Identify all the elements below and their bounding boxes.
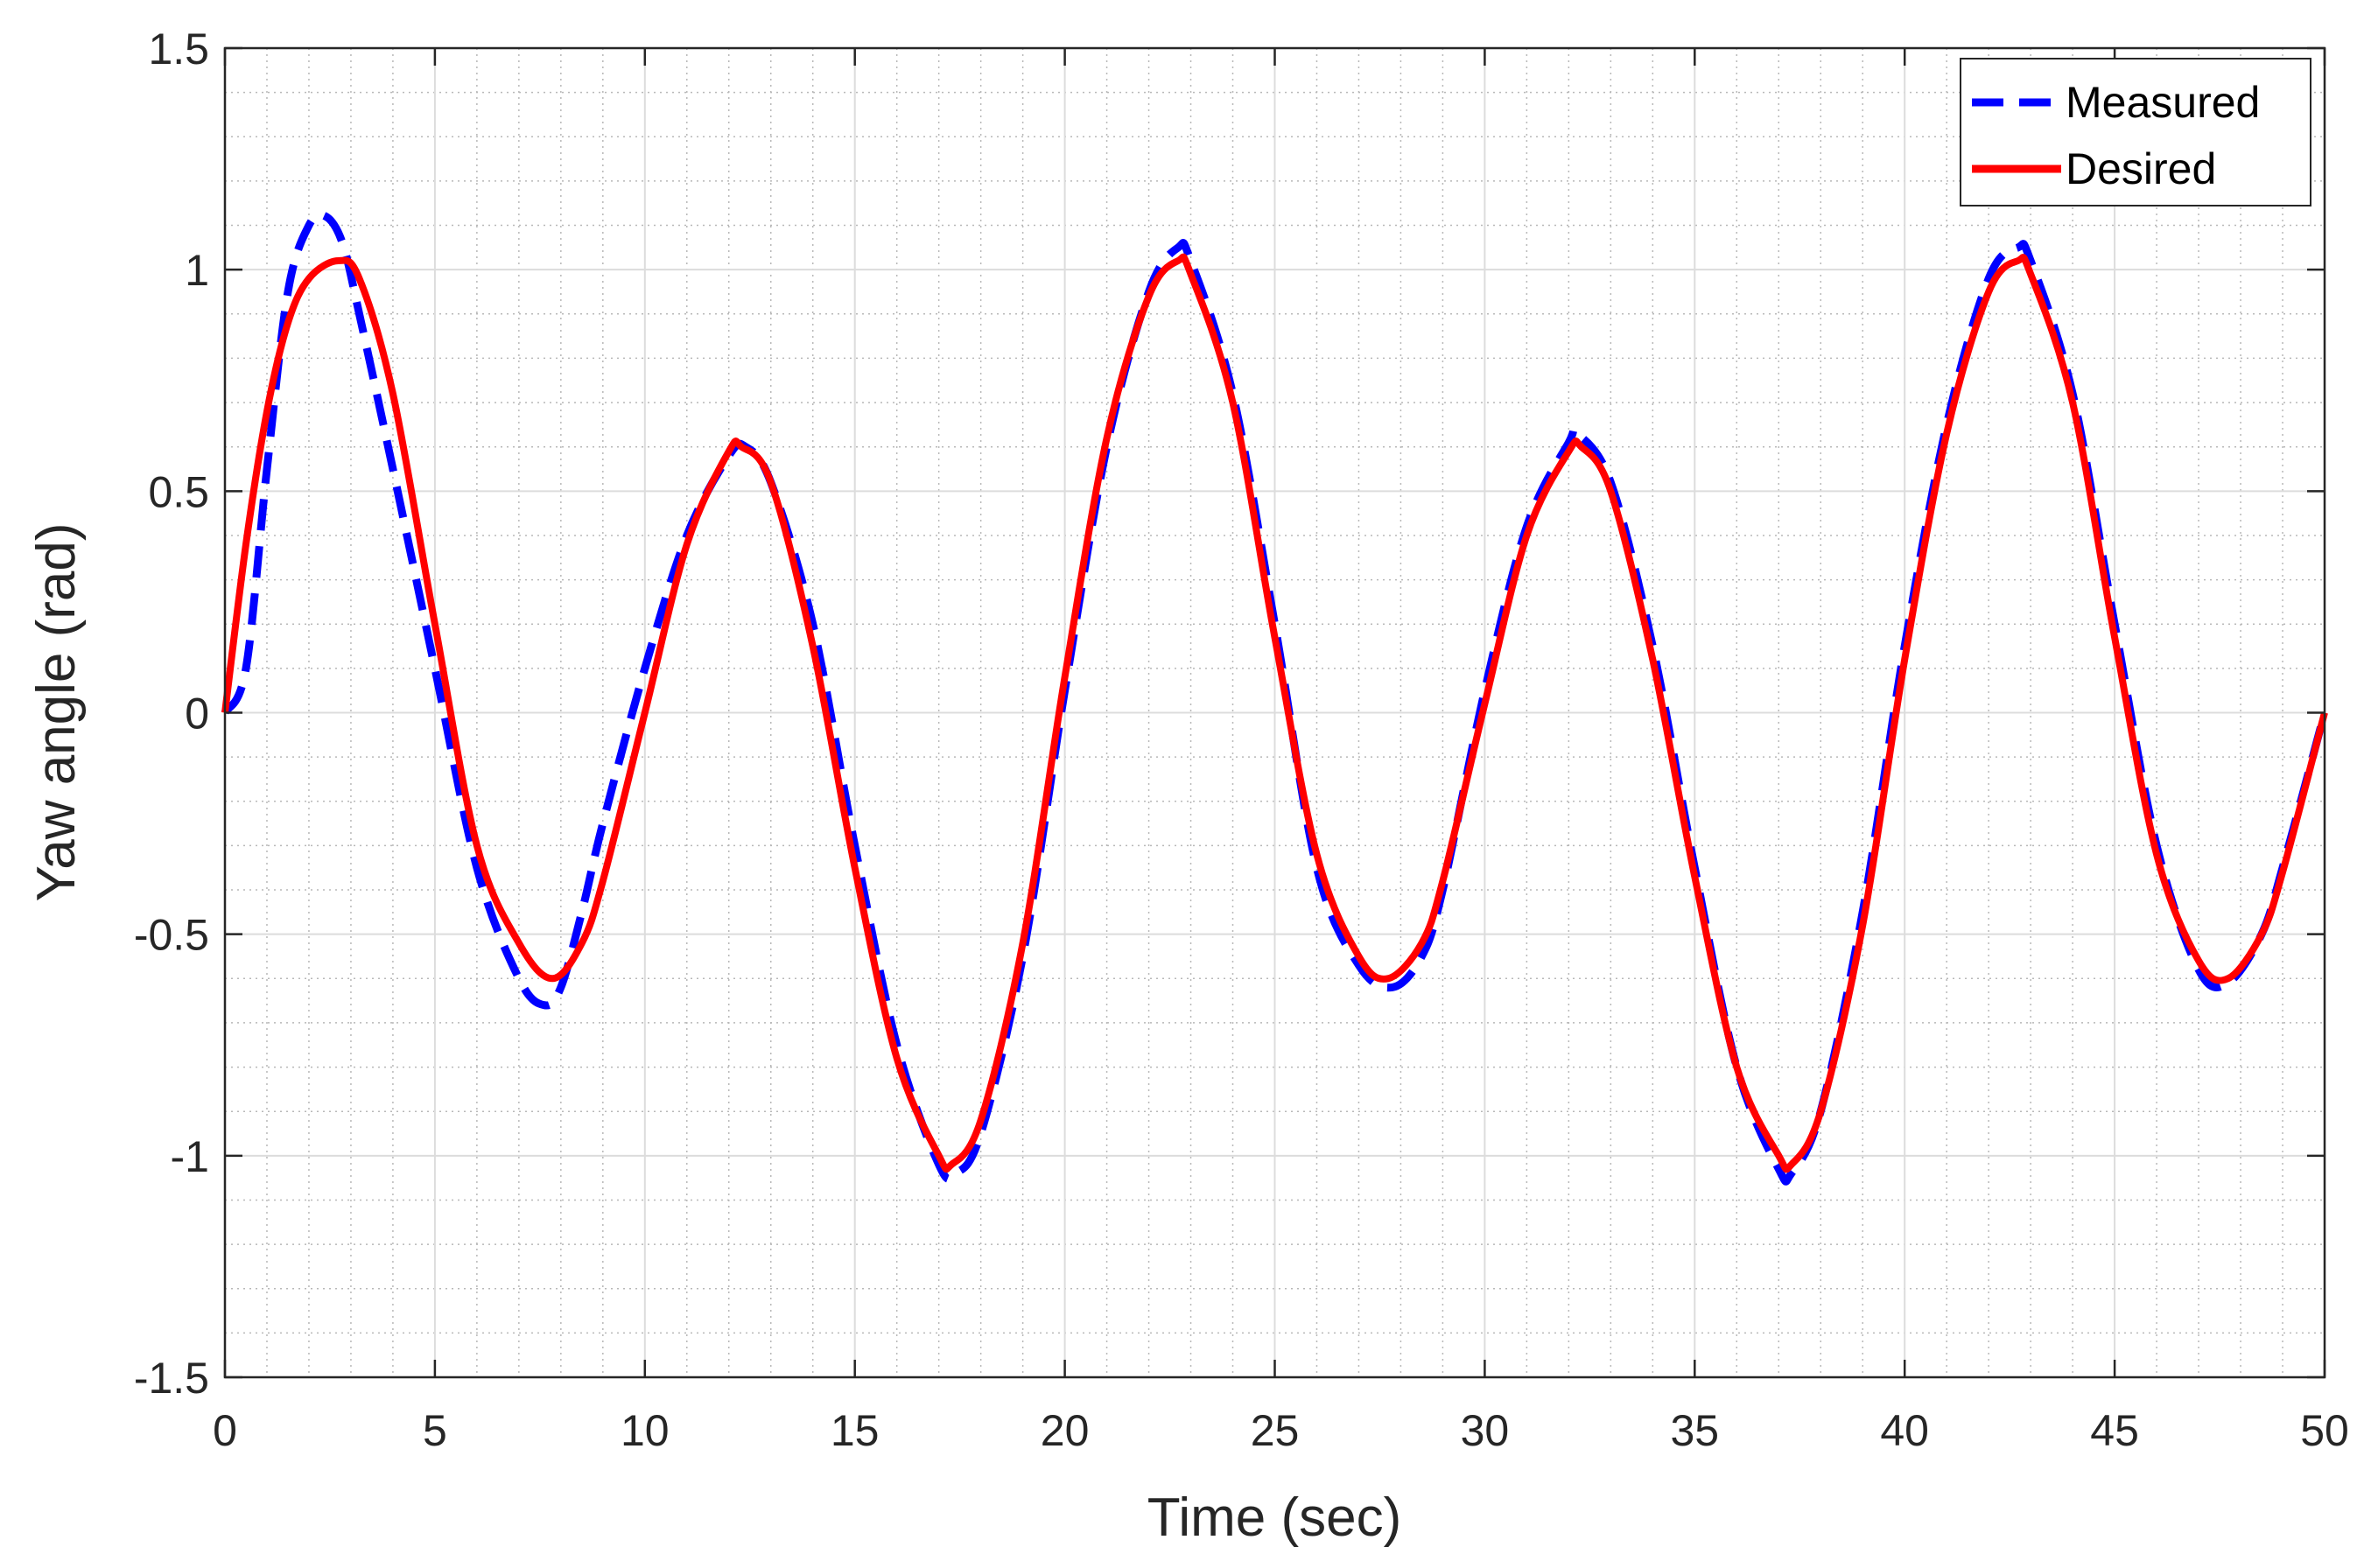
- y-tick-label: 1.5: [148, 24, 209, 74]
- x-tick-labels: 0 5 10 15 20 25 30 35 40 45 50: [213, 1406, 2349, 1455]
- tick-marks: [223, 46, 2326, 1379]
- y-tick-label: 0: [185, 690, 209, 738]
- y-tick-label: -1.5: [134, 1354, 209, 1403]
- legend-label-desired: Desired: [2066, 144, 2216, 193]
- series-line-desired: [221, 253, 2328, 1173]
- x-tick-label: 30: [1461, 1406, 1510, 1455]
- y-tick-label: 1: [185, 246, 209, 295]
- x-tick-label: 10: [621, 1406, 670, 1455]
- x-tick-label: 40: [1880, 1406, 1929, 1455]
- x-tick-label: 50: [2300, 1406, 2349, 1455]
- x-tick-label: 20: [1041, 1406, 1090, 1455]
- x-tick-label: 25: [1251, 1406, 1300, 1455]
- y-axis-label: Yaw angle (rad): [26, 522, 87, 901]
- y-tick-label: -1: [171, 1132, 209, 1181]
- legend-label-measured: Measured: [2066, 78, 2260, 127]
- x-tick-label: 0: [213, 1406, 237, 1455]
- x-tick-label: 15: [831, 1406, 880, 1455]
- series-layer: [221, 210, 2329, 1186]
- y-tick-label: -0.5: [134, 911, 209, 960]
- x-tick-label: 5: [423, 1406, 447, 1455]
- x-tick-label: 45: [2090, 1406, 2139, 1455]
- x-axis-label: Time (sec): [1147, 1488, 1401, 1548]
- y-tick-labels: -1.5 -1 -0.5 0 0.5 1 1.5: [134, 24, 209, 1403]
- x-tick-label: 35: [1670, 1406, 1719, 1455]
- legend-box: [1960, 58, 2311, 206]
- y-tick-label: 0.5: [148, 467, 209, 516]
- legend: Measured Desired: [1960, 58, 2311, 206]
